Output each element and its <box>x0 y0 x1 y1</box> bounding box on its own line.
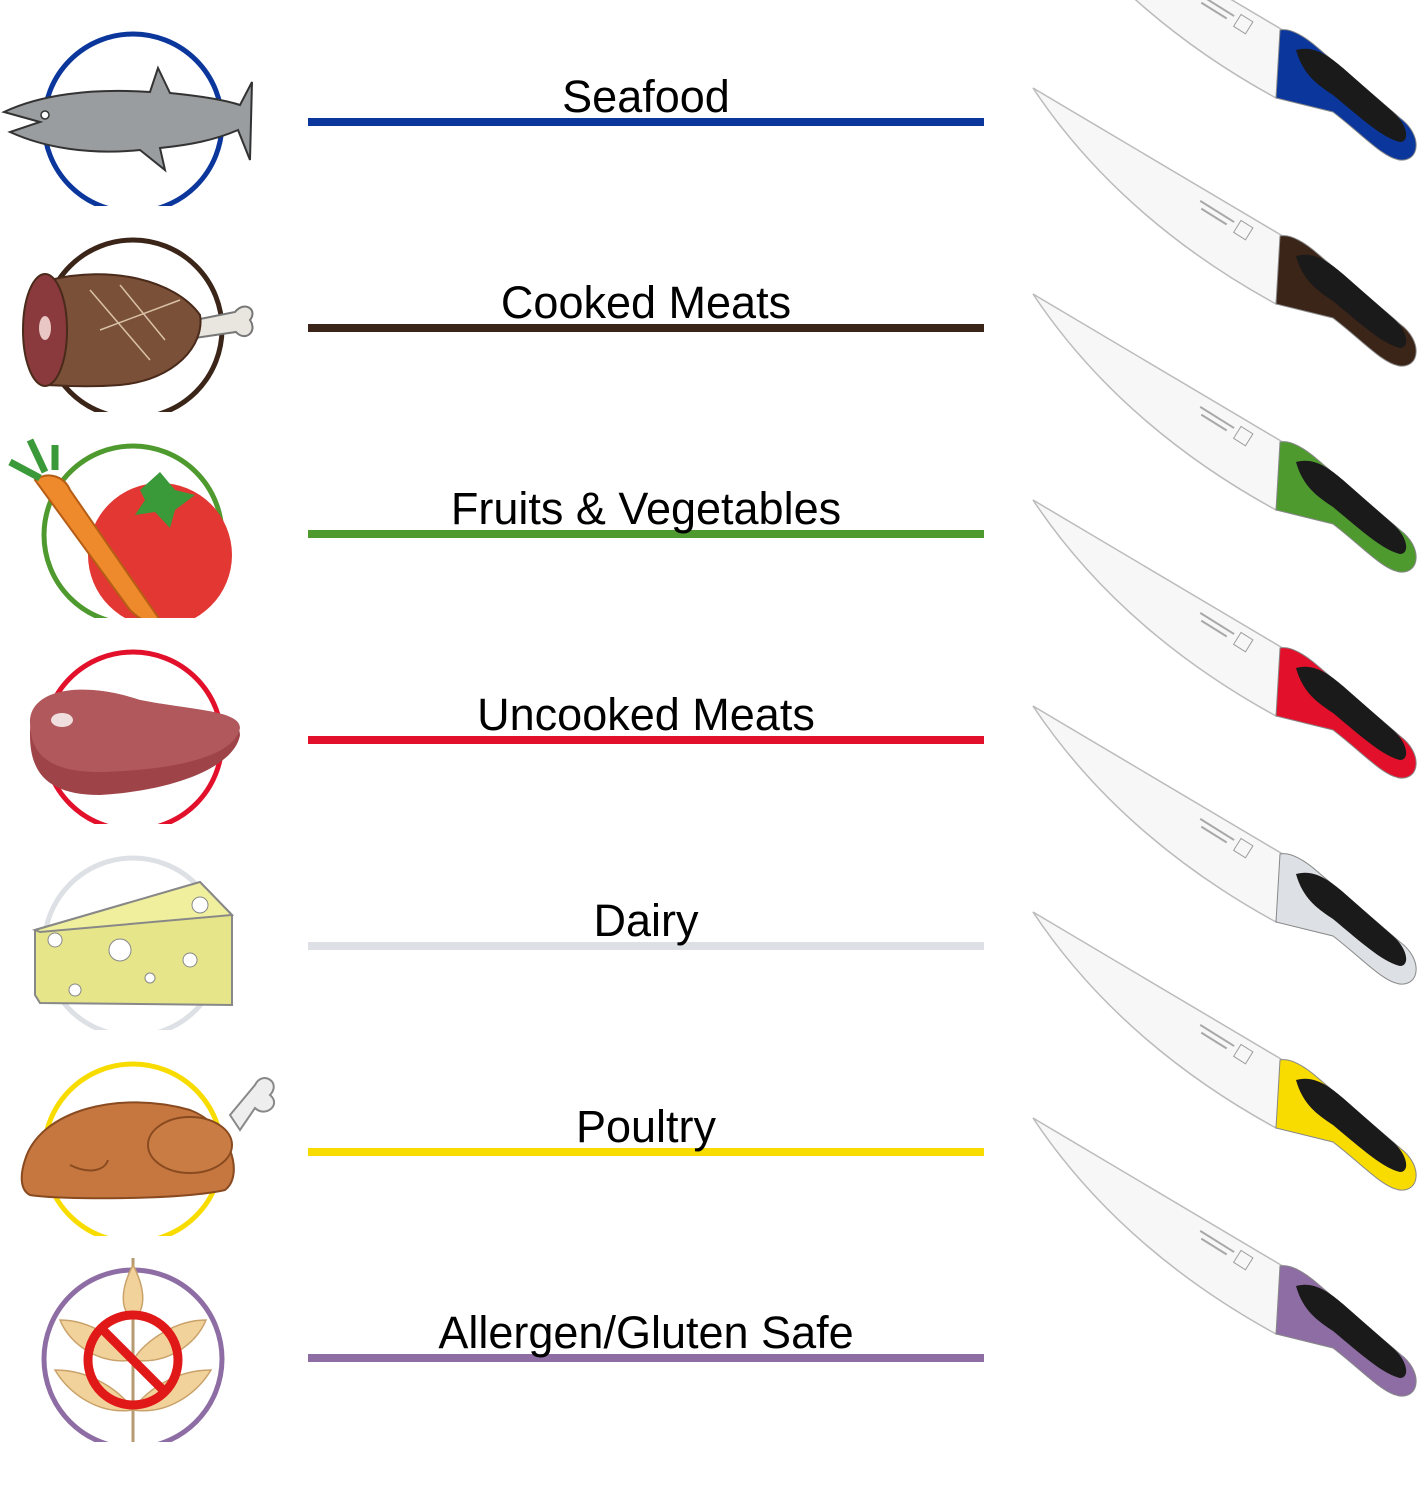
chef-knife-icon <box>1134 0 1417 161</box>
category-row: Cooked Meats <box>0 87 1423 412</box>
color-line <box>308 324 984 332</box>
color-line <box>308 1148 984 1156</box>
category-row: Allergen/Gluten Safe <box>0 1117 1423 1442</box>
tomato-carrot-icon <box>0 412 290 618</box>
color-line <box>308 942 984 950</box>
chef-knife-icon <box>1032 911 1417 1191</box>
chef-knife-icon <box>1032 499 1417 779</box>
category-row: Poultry <box>0 911 1423 1236</box>
category-label: Cooked Meats <box>500 277 792 328</box>
color-line <box>308 1354 984 1362</box>
category-row: Fruits & Vegetables <box>0 293 1423 618</box>
color-line <box>308 530 984 538</box>
category-label: Uncooked Meats <box>477 689 815 740</box>
chef-knife-icon <box>1032 87 1417 367</box>
category-label: Fruits & Vegetables <box>450 483 842 534</box>
ham-icon <box>22 237 254 412</box>
chef-knife-icon <box>1032 705 1417 985</box>
chef-knife-icon <box>1032 293 1417 573</box>
no-gluten-icon <box>41 1236 225 1442</box>
category-label: Seafood <box>562 71 730 122</box>
category-label: Poultry <box>575 1101 717 1152</box>
category-row: Dairy <box>0 705 1423 1030</box>
category-label: Allergen/Gluten Safe <box>438 1307 854 1358</box>
cheese-icon <box>34 855 233 1030</box>
chef-knife-icon <box>1032 1117 1417 1397</box>
color-line <box>308 736 984 744</box>
fish-icon <box>3 31 253 206</box>
category-row: Uncooked Meats <box>0 499 1423 824</box>
category-label: Dairy <box>593 895 699 946</box>
raw-steak-icon <box>30 649 240 824</box>
roast-chicken-icon <box>20 1061 276 1236</box>
color-line <box>308 118 984 126</box>
category-row: Seafood <box>0 0 1423 206</box>
